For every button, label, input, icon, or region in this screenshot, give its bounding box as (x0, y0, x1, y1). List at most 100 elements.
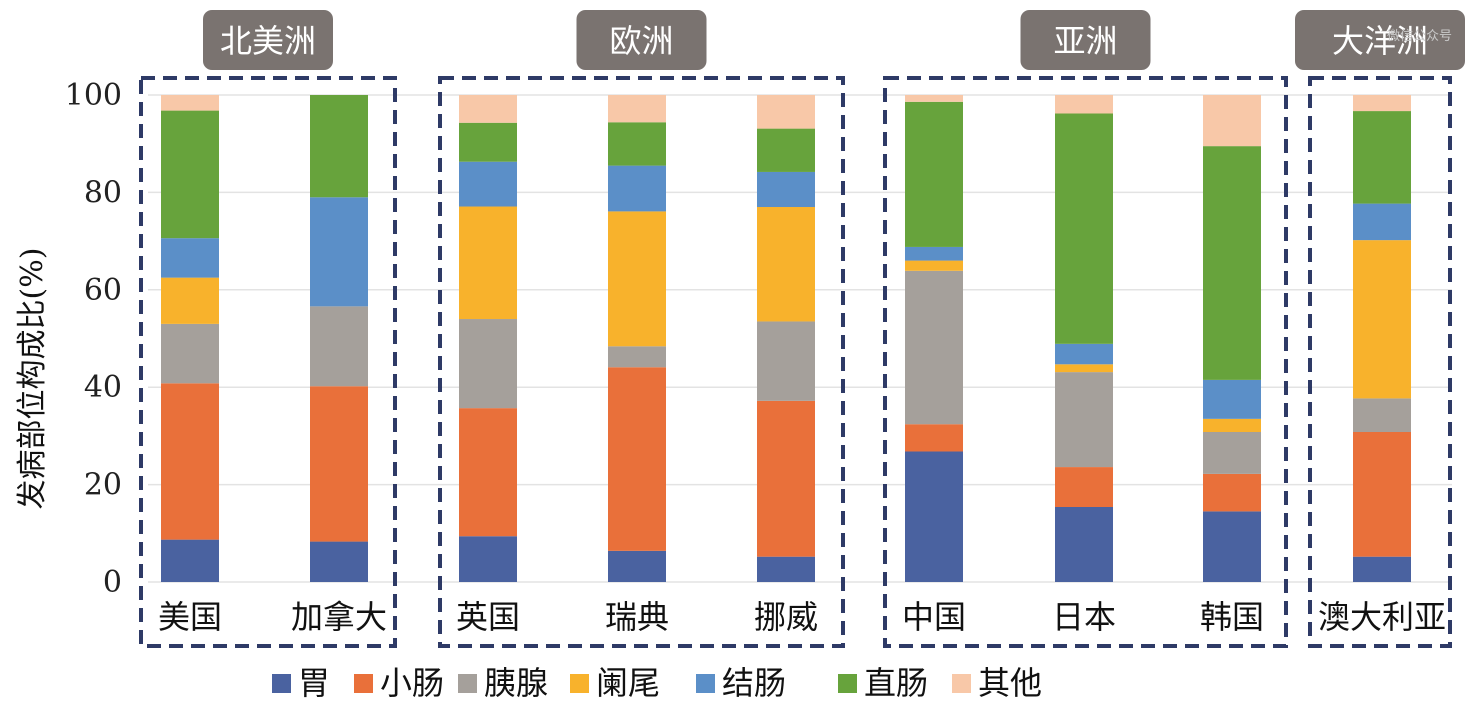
bar-segment (1353, 240, 1411, 399)
bar-segment (1203, 473, 1261, 512)
bar-segment (757, 207, 815, 322)
region-label: 欧洲 (609, 22, 673, 60)
bar-segment (161, 323, 219, 384)
y-tick-label: 60 (84, 273, 122, 308)
bar-segment (1353, 556, 1411, 582)
legend-label: 阑尾 (596, 664, 660, 702)
y-axis-label: 发病部位构成比(%) (15, 248, 50, 510)
bar-segment (1203, 95, 1261, 147)
category-label: 瑞典 (605, 598, 669, 636)
bar-segment (310, 541, 368, 582)
region-box (438, 76, 845, 648)
category-label: 中国 (902, 598, 966, 636)
legend-swatch (696, 674, 715, 693)
bar-segment (757, 321, 815, 401)
bar-segment (1203, 432, 1261, 474)
bar-segment (1203, 511, 1261, 582)
bar-segment (459, 408, 517, 537)
bar-segment (608, 122, 666, 166)
bar-segment (1055, 364, 1113, 373)
category-label: 澳大利亚 (1318, 598, 1446, 636)
region-box (883, 76, 1288, 648)
bar-segment (161, 110, 219, 239)
legend-label: 小肠 (380, 664, 444, 702)
region-tag (576, 10, 707, 70)
bar-segment (608, 165, 666, 212)
category-label: 美国 (158, 598, 222, 636)
bar-segment (905, 246, 963, 261)
bar-segment (310, 306, 368, 387)
bar-segment (459, 206, 517, 320)
bar-segment (757, 556, 815, 582)
region-box (1308, 76, 1452, 648)
bar-segment (459, 319, 517, 409)
bar-segment (905, 95, 963, 102)
bar-segment (310, 95, 368, 198)
bar-segment (608, 550, 666, 582)
legend-swatch (838, 674, 857, 693)
category-label: 加拿大 (291, 598, 387, 636)
bar-segment (1203, 146, 1261, 380)
bar-segment (757, 171, 815, 208)
bar-segment (608, 211, 666, 347)
bar-segment (459, 95, 517, 123)
region-tag (1020, 10, 1151, 70)
region-box (139, 76, 397, 648)
category-label: 挪威 (754, 598, 818, 636)
region-tag (1295, 10, 1465, 70)
y-tick-label: 80 (84, 175, 122, 210)
bar-segment (1353, 203, 1411, 241)
bar-segment (1203, 379, 1261, 419)
bar-segment (905, 424, 963, 452)
y-tick-label: 100 (65, 78, 122, 113)
bar-segment (608, 346, 666, 368)
bar-segment (459, 122, 517, 162)
y-tick-label: 0 (103, 565, 122, 600)
legend-swatch (354, 674, 373, 693)
bar-segment (1203, 418, 1261, 433)
bar-segment (1055, 343, 1113, 365)
category-label: 日本 (1052, 598, 1116, 636)
bar-segment (608, 95, 666, 123)
category-label: 韩国 (1200, 598, 1264, 636)
bar-segment (905, 101, 963, 247)
watermark-text: 微信公众号 (1387, 29, 1452, 44)
bar-segment (161, 95, 219, 111)
bar-segment (1353, 111, 1411, 204)
region-label: 亚洲 (1053, 22, 1117, 60)
bar-segment (161, 383, 219, 540)
legend-swatch (458, 674, 477, 693)
region-tag (203, 10, 333, 70)
bar-segment (905, 260, 963, 271)
bar-segment (1055, 113, 1113, 344)
bar-segment (310, 197, 368, 307)
bar-segment (757, 400, 815, 557)
bar-segment (905, 451, 963, 582)
legend-label: 直肠 (864, 664, 928, 702)
legend-swatch (952, 674, 971, 693)
bar-segment (161, 238, 219, 278)
bar-segment (1055, 372, 1113, 468)
category-label: 英国 (456, 598, 520, 636)
region-label: 大洋洲 (1332, 22, 1428, 60)
bar-segment (161, 277, 219, 324)
legend-swatch (272, 674, 291, 693)
bar-segment (757, 95, 815, 129)
y-tick-label: 40 (84, 370, 122, 405)
bar-segment (1055, 95, 1113, 114)
legend-label: 其他 (978, 664, 1042, 702)
bar-segment (310, 386, 368, 542)
bar-segment (161, 539, 219, 582)
region-label: 北美洲 (220, 22, 316, 60)
legend-swatch (570, 674, 589, 693)
bar-segment (757, 128, 815, 172)
bar-segment (905, 270, 963, 425)
bar-segment (608, 367, 666, 551)
bar-segment (1353, 432, 1411, 557)
bar-segment (1353, 398, 1411, 433)
legend-label: 胃 (298, 664, 330, 702)
y-tick-label: 20 (84, 468, 122, 503)
bar-segment (1055, 467, 1113, 508)
bar-segment (1055, 507, 1113, 582)
